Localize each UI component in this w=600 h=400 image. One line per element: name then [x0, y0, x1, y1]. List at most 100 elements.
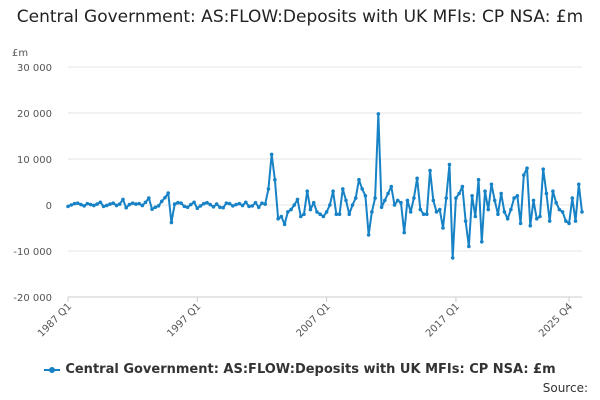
- data-point[interactable]: [289, 207, 293, 212]
- data-point[interactable]: [159, 199, 164, 204]
- data-point[interactable]: [95, 202, 99, 206]
- data-point[interactable]: [324, 210, 329, 214]
- data-point[interactable]: [344, 198, 348, 203]
- data-point[interactable]: [441, 226, 445, 230]
- data-point[interactable]: [541, 167, 546, 171]
- data-point[interactable]: [467, 244, 471, 249]
- data-point[interactable]: [75, 201, 80, 205]
- data-point[interactable]: [460, 184, 465, 189]
- data-point[interactable]: [370, 210, 374, 214]
- data-point[interactable]: [502, 210, 507, 214]
- data-point[interactable]: [69, 203, 74, 207]
- data-point[interactable]: [143, 200, 148, 205]
- data-point[interactable]: [150, 207, 154, 211]
- data-point[interactable]: [108, 202, 112, 206]
- legend[interactable]: Central Government: AS:FLOW:Deposits wit…: [0, 362, 600, 380]
- data-point[interactable]: [198, 204, 203, 208]
- data-point[interactable]: [450, 256, 455, 260]
- data-point[interactable]: [237, 201, 242, 206]
- data-point[interactable]: [334, 212, 339, 216]
- data-point[interactable]: [538, 214, 542, 219]
- data-point[interactable]: [499, 191, 503, 196]
- data-point[interactable]: [357, 177, 361, 182]
- data-point[interactable]: [366, 233, 371, 237]
- data-point[interactable]: [412, 196, 416, 200]
- data-point[interactable]: [260, 201, 264, 205]
- data-point[interactable]: [205, 200, 209, 205]
- data-point[interactable]: [79, 202, 83, 207]
- data-point[interactable]: [295, 197, 300, 202]
- data-point[interactable]: [496, 212, 500, 216]
- data-point[interactable]: [311, 200, 316, 205]
- data-point[interactable]: [557, 207, 562, 212]
- data-point[interactable]: [512, 196, 516, 200]
- data-point[interactable]: [101, 204, 106, 209]
- data-point[interactable]: [421, 212, 426, 216]
- data-point[interactable]: [518, 221, 523, 226]
- data-point[interactable]: [269, 152, 274, 157]
- data-point[interactable]: [560, 210, 565, 214]
- data-point[interactable]: [431, 198, 436, 203]
- data-point[interactable]: [399, 200, 403, 205]
- data-point[interactable]: [476, 177, 481, 182]
- data-point[interactable]: [166, 191, 171, 195]
- data-point[interactable]: [315, 210, 319, 214]
- data-point[interactable]: [92, 203, 96, 208]
- data-point[interactable]: [82, 204, 86, 208]
- data-point[interactable]: [376, 112, 381, 116]
- data-point[interactable]: [88, 202, 93, 207]
- data-point[interactable]: [185, 205, 190, 210]
- data-point[interactable]: [528, 223, 533, 228]
- data-point[interactable]: [389, 184, 394, 189]
- data-point[interactable]: [405, 198, 410, 203]
- data-point[interactable]: [201, 201, 206, 206]
- data-point[interactable]: [428, 168, 432, 173]
- data-point[interactable]: [292, 203, 297, 207]
- data-point[interactable]: [554, 200, 558, 205]
- data-point[interactable]: [515, 194, 520, 198]
- data-point[interactable]: [189, 202, 193, 207]
- data-point[interactable]: [276, 217, 280, 221]
- data-point[interactable]: [573, 219, 578, 223]
- data-point[interactable]: [221, 205, 225, 210]
- data-point[interactable]: [564, 219, 568, 223]
- data-point[interactable]: [302, 212, 306, 216]
- data-point[interactable]: [114, 203, 119, 208]
- data-point[interactable]: [256, 205, 261, 210]
- data-point[interactable]: [437, 207, 442, 212]
- data-point[interactable]: [570, 196, 575, 200]
- data-point[interactable]: [214, 202, 219, 206]
- data-point[interactable]: [147, 196, 151, 200]
- data-point[interactable]: [247, 204, 251, 209]
- data-point[interactable]: [121, 197, 125, 202]
- data-point[interactable]: [85, 201, 90, 206]
- data-point[interactable]: [505, 217, 510, 221]
- data-point[interactable]: [192, 200, 196, 205]
- data-point[interactable]: [263, 202, 267, 206]
- data-point[interactable]: [531, 198, 536, 203]
- data-point[interactable]: [383, 198, 387, 203]
- data-point[interactable]: [353, 196, 358, 200]
- data-point[interactable]: [172, 202, 177, 206]
- data-point[interactable]: [547, 219, 552, 223]
- data-point[interactable]: [266, 187, 271, 191]
- data-point[interactable]: [580, 210, 584, 214]
- data-point[interactable]: [321, 214, 326, 219]
- data-point[interactable]: [434, 210, 439, 214]
- data-point[interactable]: [127, 202, 132, 207]
- data-point[interactable]: [140, 203, 145, 208]
- data-point[interactable]: [66, 204, 70, 209]
- data-point[interactable]: [182, 204, 187, 209]
- data-point[interactable]: [240, 203, 245, 208]
- data-point[interactable]: [134, 202, 138, 206]
- data-point[interactable]: [286, 210, 290, 214]
- data-point[interactable]: [156, 204, 161, 208]
- data-point[interactable]: [176, 200, 180, 205]
- data-point[interactable]: [208, 202, 213, 207]
- data-point[interactable]: [224, 201, 229, 205]
- data-point[interactable]: [163, 195, 167, 200]
- data-point[interactable]: [337, 212, 342, 216]
- data-point[interactable]: [244, 200, 248, 205]
- data-point[interactable]: [470, 194, 474, 198]
- data-point[interactable]: [137, 201, 141, 206]
